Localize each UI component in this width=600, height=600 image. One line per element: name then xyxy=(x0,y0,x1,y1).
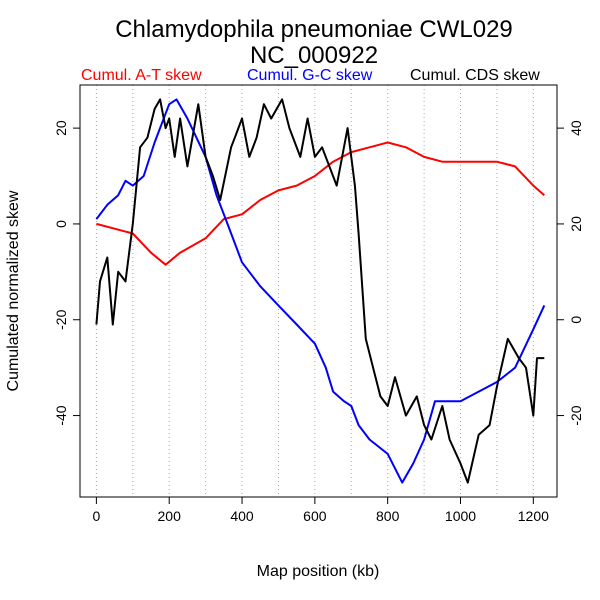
chart-subtitle: NC_000922 xyxy=(250,42,378,69)
grid-lines xyxy=(95,85,534,497)
series-line-cumul-a-t-skew xyxy=(96,141,545,266)
legend-at: Cumul. A-T skew xyxy=(81,67,202,84)
y-left-tick-label: 20 xyxy=(53,120,69,136)
legend-gc: Cumul. G-C skew xyxy=(247,67,373,84)
x-tick-label: 200 xyxy=(158,508,182,524)
y-axis-right: -20 0 20 40 xyxy=(557,120,584,426)
x-tick-label: 0 xyxy=(92,508,100,524)
series-lines xyxy=(95,98,546,484)
y-left-tick-label: -20 xyxy=(53,309,69,329)
x-axis-label: Map position (kb) xyxy=(257,563,380,580)
series-line-cumul-g-c-skew xyxy=(95,98,546,484)
series-line-cumul-cds-skew xyxy=(95,98,545,484)
legend-cds: Cumul. CDS skew xyxy=(410,67,540,84)
x-axis: 0 200 400 600 800 1000 1200 xyxy=(92,496,549,524)
y-left-tick-label: -40 xyxy=(53,405,69,425)
chart-title: Chlamydophila pneumoniae CWL029 xyxy=(115,16,513,43)
x-tick-label: 1200 xyxy=(518,508,549,524)
y-left-tick-label: 0 xyxy=(53,220,69,228)
x-tick-label: 400 xyxy=(230,508,254,524)
y-axis-label: Cumulated normalized skew xyxy=(5,190,22,391)
y-right-tick-label: 40 xyxy=(568,120,584,136)
y-axis-left: -40 -20 0 20 xyxy=(53,120,80,426)
x-tick-label: 800 xyxy=(376,508,400,524)
y-right-tick-label: 20 xyxy=(568,216,584,232)
x-tick-label: 1000 xyxy=(445,508,476,524)
plot-frame xyxy=(79,84,558,498)
y-right-tick-label: 0 xyxy=(568,316,584,324)
x-tick-label: 600 xyxy=(303,508,327,524)
y-right-tick-label: -20 xyxy=(568,405,584,425)
